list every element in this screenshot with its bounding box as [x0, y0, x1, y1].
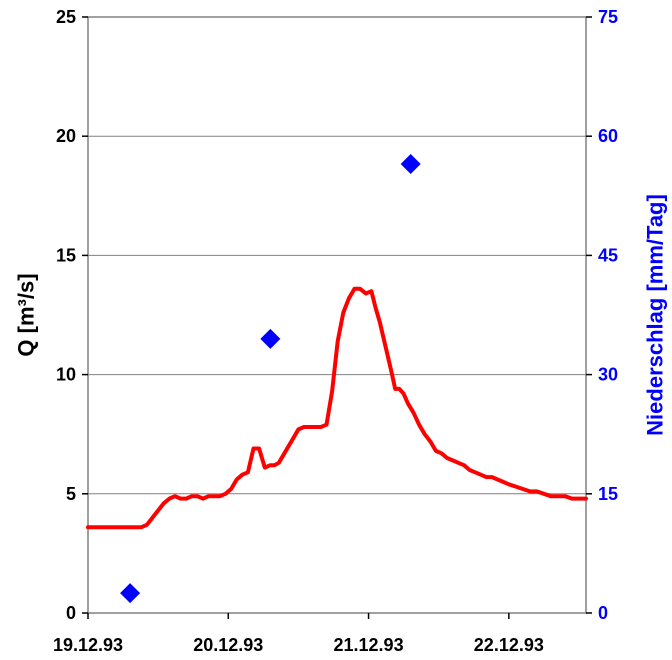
y-tick-label-left: 15: [56, 245, 76, 265]
y-tick-label-left: 20: [56, 126, 76, 146]
discharge-line: [86, 286, 588, 530]
y-axis-title-right: Niederschlag [mm/Tag]: [643, 194, 668, 436]
x-axis-ticks: 19.12.93 20.12.93 21.12.93 22.12.93: [53, 613, 544, 655]
y-tick-label-left: 25: [56, 7, 76, 27]
y-tick-label-left: 5: [66, 484, 76, 504]
precipitation-point: [120, 583, 141, 604]
y-tick-label-right: 0: [598, 603, 608, 623]
y-tick-label-right: 15: [598, 484, 618, 504]
x-tick-label: 20.12.93: [193, 635, 263, 655]
x-tick-label: 19.12.93: [53, 635, 123, 655]
y-tick-label-right: 30: [598, 365, 618, 385]
y-tick-label-left: 0: [66, 603, 76, 623]
series-layer: [86, 154, 588, 604]
y-axis-title-left: Q [m³/s]: [14, 273, 39, 356]
x-tick-label: 21.12.93: [334, 635, 404, 655]
right-axis-ticks: 0 15 30 45 60 75: [586, 7, 618, 623]
y-tick-label-right: 45: [598, 245, 618, 265]
y-tick-label-right: 75: [598, 7, 618, 27]
y-tick-label-right: 60: [598, 126, 618, 146]
gridlines: [88, 135, 586, 495]
precipitation-point: [260, 328, 281, 349]
left-axis-ticks: 0 5 10 15 20 25: [56, 7, 88, 623]
y-tick-label-left: 10: [56, 365, 76, 385]
plot-area-frame: [87, 16, 587, 614]
precipitation-point: [400, 154, 421, 175]
x-tick-label: 22.12.93: [474, 635, 544, 655]
